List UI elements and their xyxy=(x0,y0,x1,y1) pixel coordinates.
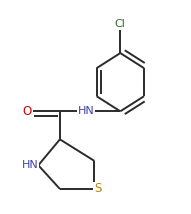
Text: O: O xyxy=(23,105,32,118)
Text: HN: HN xyxy=(77,106,94,116)
Text: Cl: Cl xyxy=(115,19,126,29)
Text: HN: HN xyxy=(22,160,38,170)
Text: S: S xyxy=(94,183,102,195)
